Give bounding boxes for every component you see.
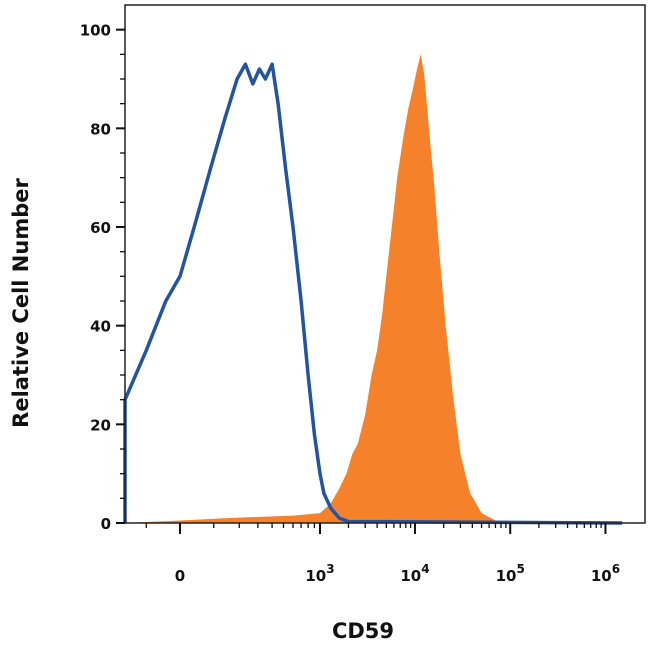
- x-tick-label: 105: [496, 562, 525, 585]
- series-filled-histogram: [125, 54, 623, 524]
- y-axis: 0 20 40 60 80 100: [80, 22, 125, 533]
- x-tick-label: 103: [305, 562, 334, 585]
- x-tick-label: 104: [400, 562, 429, 585]
- y-tick-label: 100: [80, 22, 111, 40]
- y-tick-label: 0: [101, 515, 111, 533]
- y-tick-label: 80: [90, 120, 111, 138]
- series-layer: [123, 54, 623, 525]
- y-tick-label: 60: [90, 219, 111, 237]
- y-tick-label: 40: [90, 318, 111, 336]
- plot-frame: [124, 4, 646, 524]
- x-tick-label: 106: [591, 562, 620, 585]
- x-axis: 0 103 104 105 106: [145, 523, 620, 585]
- x-tick-label: 0: [175, 567, 185, 585]
- series-outline-histogram: [123, 62, 623, 525]
- y-axis-title: Relative Cell Number: [9, 178, 33, 428]
- y-tick-label: 20: [90, 416, 111, 434]
- x-axis-title: CD59: [332, 619, 394, 643]
